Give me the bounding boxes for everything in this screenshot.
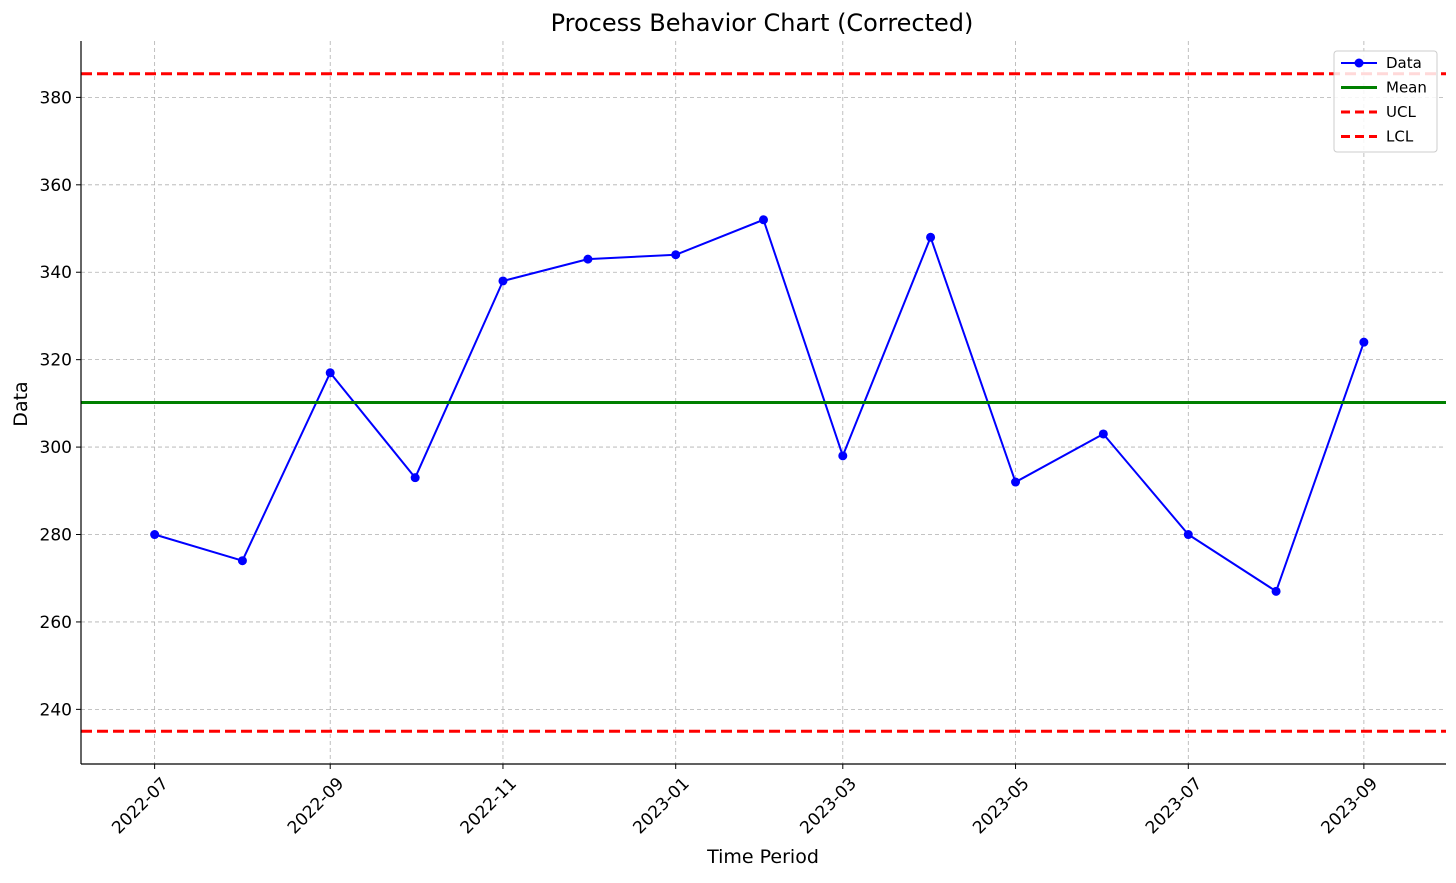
x-tick-label: 2022-09: [284, 774, 348, 838]
data-point: [671, 250, 681, 260]
y-tick-label: 300: [40, 438, 72, 458]
y-tick-label: 340: [40, 263, 72, 283]
data-point: [237, 556, 247, 566]
legend-label: LCL: [1386, 128, 1414, 146]
data-series-line: [154, 218, 1365, 593]
data-point: [583, 254, 593, 264]
axes: 240 260 280 300 320 340 360 380 2022-07 2022-09 20…: [40, 41, 1446, 838]
y-tick-label: 360: [40, 176, 72, 196]
x-tick-label: 2023-07: [1142, 774, 1206, 838]
series-layer: [81, 72, 1446, 733]
legend-box: [1333, 50, 1438, 153]
data-point: [1271, 586, 1281, 596]
data-point: [926, 232, 936, 242]
data-point: [325, 368, 335, 378]
y-tick-label: 260: [40, 613, 72, 633]
legend-label: Mean: [1386, 79, 1427, 97]
x-tick-label: 2023-01: [629, 774, 693, 838]
data-point: [410, 473, 420, 483]
legend-label: UCL: [1386, 103, 1416, 121]
x-axis-label: Time Period: [706, 846, 819, 868]
x-tick-label: 2023-03: [796, 774, 860, 838]
legend-label: Data: [1386, 54, 1422, 72]
x-tick-label: 2023-05: [969, 774, 1033, 838]
y-tick-label: 280: [40, 526, 72, 546]
y-tick-label: 320: [40, 351, 72, 371]
y-tick-label: 240: [40, 700, 72, 720]
x-tick-label: 2023-09: [1318, 774, 1382, 838]
data-point: [838, 451, 848, 461]
legend: Data Mean UCL LCL: [1333, 50, 1438, 153]
data-point: [150, 530, 160, 540]
data-point: [1098, 429, 1108, 439]
chart-title: Process Behavior Chart (Corrected): [551, 9, 974, 37]
legend-marker: [1354, 58, 1364, 68]
data-point: [498, 276, 508, 286]
data-point: [1183, 530, 1193, 540]
y-axis-label: Data: [10, 381, 32, 426]
x-tick-label: 2022-07: [108, 774, 172, 838]
grid-lines: [81, 41, 1446, 764]
data-point: [759, 215, 768, 225]
x-tick-label: 2022-11: [457, 774, 521, 838]
data-point: [1011, 477, 1021, 487]
data-point: [1359, 337, 1369, 347]
y-tick-label: 380: [40, 88, 72, 108]
